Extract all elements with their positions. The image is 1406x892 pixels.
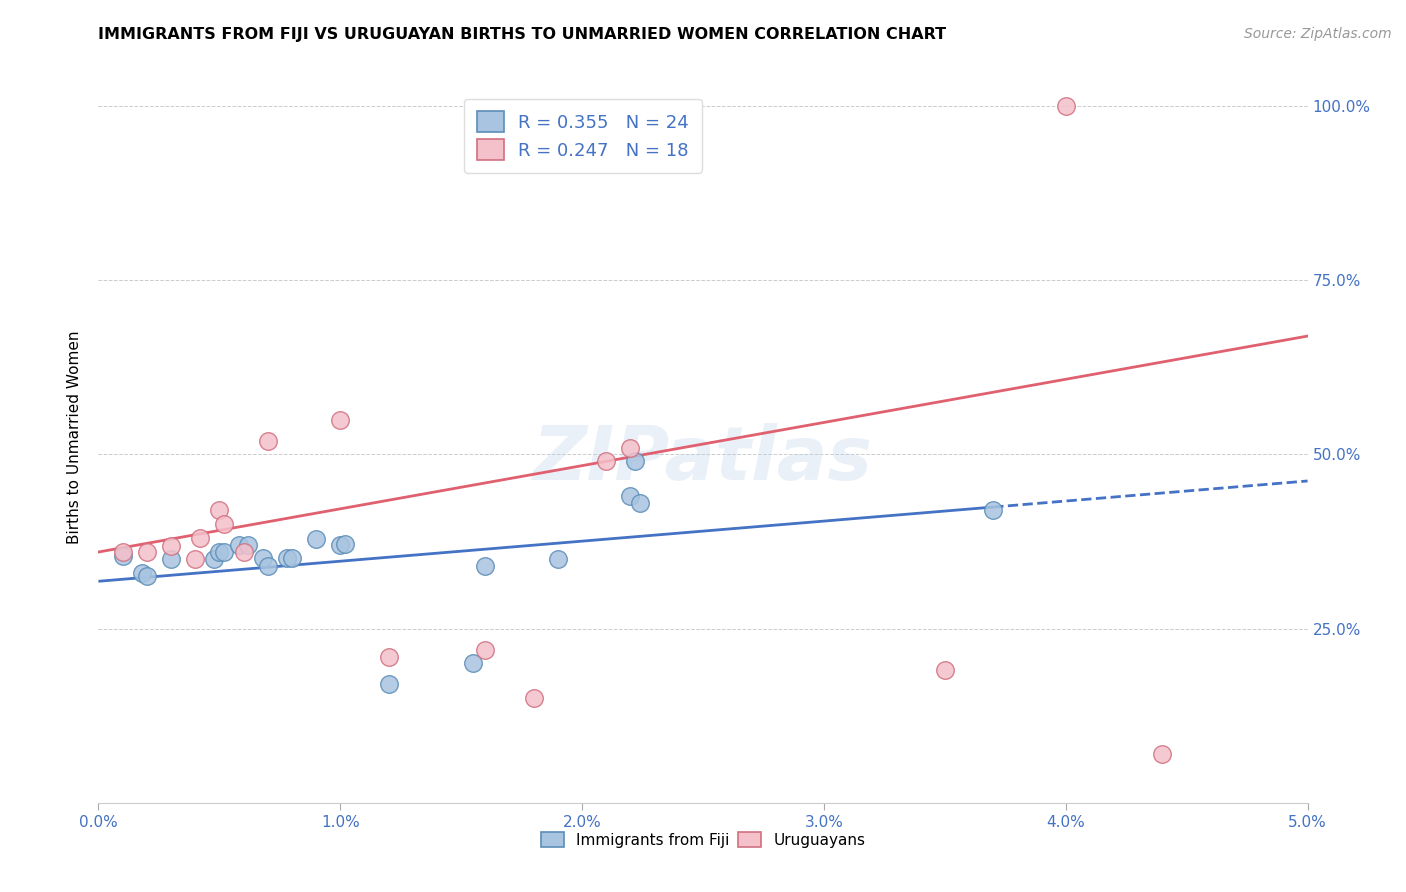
Point [624,454,647,468]
Point [474,642,496,657]
Point [595,454,617,468]
Point [135,545,157,559]
Point [184,552,207,566]
Point [1054,99,1077,113]
Point [934,664,956,678]
Text: IMMIGRANTS FROM FIJI VS URUGUAYAN BIRTHS TO UNMARRIED WOMEN CORRELATION CHART: IMMIGRANTS FROM FIJI VS URUGUAYAN BIRTHS… [98,27,946,42]
Point [238,538,260,552]
Point [212,545,235,559]
Point [228,538,250,552]
Point [329,412,352,426]
Point [204,552,226,566]
Y-axis label: Births to Unmarried Women: Births to Unmarried Women [67,330,83,544]
Point [111,549,134,563]
Point [463,657,485,671]
Point [160,540,183,554]
Text: ZIPatlas: ZIPatlas [533,423,873,496]
Point [474,558,496,573]
Point [377,677,399,691]
Point [377,649,399,664]
Point [1152,747,1174,761]
Point [547,552,569,566]
Legend: Immigrants from Fiji, Uruguayans: Immigrants from Fiji, Uruguayans [534,825,872,854]
Point [131,566,153,580]
Point [188,531,211,545]
Point [619,441,641,455]
Text: Source: ZipAtlas.com: Source: ZipAtlas.com [1244,27,1392,41]
Point [256,558,278,573]
Point [208,503,231,517]
Point [208,545,231,559]
Point [252,550,274,565]
Point [276,550,298,565]
Point [212,517,235,532]
Point [111,545,134,559]
Point [333,536,356,550]
Point [329,538,352,552]
Point [232,545,254,559]
Point [135,569,157,583]
Point [523,691,546,706]
Point [256,434,278,448]
Point [281,550,304,565]
Point [160,552,183,566]
Point [628,496,651,510]
Point [305,533,328,547]
Point [619,489,641,503]
Point [981,503,1004,517]
